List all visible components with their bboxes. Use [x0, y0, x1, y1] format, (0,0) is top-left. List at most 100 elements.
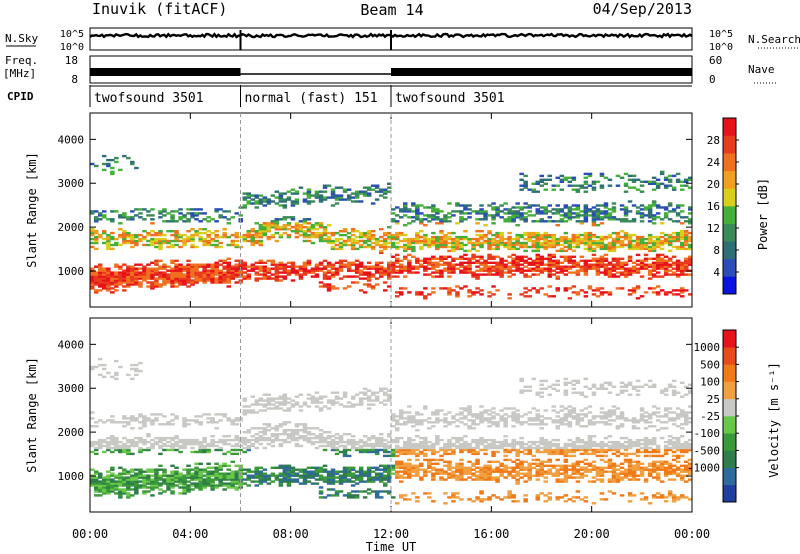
scatter-cell [298, 275, 304, 278]
scatter-cell [675, 245, 681, 249]
scatter-cell [647, 245, 653, 249]
scatter-cell [142, 438, 147, 442]
scatter-cell [178, 480, 183, 483]
scatter-cell [170, 472, 175, 475]
scatter-cell [583, 259, 589, 262]
scatter-cell [186, 273, 191, 276]
scatter-cell [106, 271, 111, 274]
scatter-cell [334, 490, 340, 493]
scatter-cell [102, 488, 107, 491]
scatter-cell [266, 275, 272, 278]
scatter-cell [182, 275, 187, 278]
scatter-cell [443, 450, 448, 454]
scatter-cell [294, 438, 300, 442]
scatter-cell [278, 235, 284, 239]
scatter-cell [158, 239, 163, 243]
scatter-cell [230, 474, 235, 477]
scatter-cell [194, 218, 199, 221]
scatter-cell [230, 470, 235, 473]
scatter-cell [635, 241, 641, 245]
scatter-cell [98, 480, 103, 483]
scatter-cell [563, 216, 569, 219]
scatter-cell [334, 401, 340, 404]
scatter-cell [555, 224, 560, 227]
scatter-cell [415, 468, 420, 471]
scatter-cell [555, 261, 560, 264]
scatter-cell [250, 435, 255, 438]
scatter-cell [684, 263, 689, 266]
scatter-cell [214, 484, 219, 487]
scatter-cell [559, 214, 565, 217]
scatter-cell [330, 233, 336, 237]
scatter-cell [154, 281, 159, 284]
scatter-cell [350, 446, 356, 450]
scatter-cell [407, 247, 412, 251]
scatter-cell [463, 257, 468, 260]
scatter-cell [495, 241, 500, 245]
scatter-cell [230, 239, 235, 243]
scatter-cell [459, 218, 464, 221]
scatter-cell [395, 476, 400, 479]
scatter-cell [186, 474, 191, 477]
scatter-cell [230, 243, 235, 247]
scatter-cell [242, 405, 247, 408]
scatter-cell [134, 235, 139, 239]
scatter-cell [122, 468, 127, 471]
scatter-cell [627, 255, 633, 258]
scatter-cell [399, 450, 404, 454]
scatter-cell [174, 237, 179, 241]
scatter-cell [234, 488, 239, 491]
scatter-cell [166, 482, 171, 485]
scatter-cell [162, 415, 167, 418]
scatter-cell [254, 446, 259, 450]
scatter-cell [106, 478, 111, 481]
scatter-cell [507, 494, 512, 497]
scatter-cell [234, 442, 239, 446]
scatter-cell [350, 230, 356, 233]
scatter-cell [387, 480, 392, 483]
scatter-cell [407, 442, 412, 446]
scatter-cell [487, 291, 492, 294]
scatter-cell [310, 466, 316, 469]
scatter-cell [631, 269, 637, 272]
scatter-cell [258, 200, 264, 203]
scatter-cell [266, 407, 272, 410]
scatter-cell [419, 421, 424, 424]
nsearch-label: N.Search [748, 33, 800, 46]
scatter-cell [126, 239, 131, 243]
scatter-cell [198, 476, 203, 479]
scatter-cell [680, 289, 685, 292]
scatter-cell [374, 239, 380, 243]
scatter-cell [675, 214, 681, 217]
scatter-cell [294, 222, 300, 225]
scatter-cell [684, 239, 689, 243]
scatter-cell [431, 263, 436, 266]
scatter-cell [411, 271, 416, 274]
scatter-cell [366, 389, 372, 392]
scatter-cell [575, 271, 581, 274]
scatter-cell [114, 210, 119, 213]
scatter-cell [302, 267, 308, 270]
scatter-cell [334, 452, 340, 456]
scatter-cell [130, 452, 135, 456]
scatter-cell [507, 458, 512, 462]
scatter-cell [346, 239, 352, 243]
scatter-cell [134, 269, 139, 272]
scatter-cell [158, 243, 163, 247]
scatter-cell [443, 245, 448, 249]
scatter-cell [234, 482, 239, 485]
scatter-cell [471, 255, 476, 258]
scatter-cell [258, 267, 264, 270]
scatter-cell [535, 212, 540, 215]
scatter-cell [639, 241, 645, 245]
scatter-cell [603, 265, 609, 268]
scatter-cell [366, 442, 372, 446]
scatter-cell [391, 450, 396, 454]
scatter-cell [206, 442, 211, 446]
scatter-cell [162, 271, 167, 274]
scatter-cell [663, 291, 669, 294]
scatter-cell [447, 421, 452, 424]
scatter-cell [282, 265, 288, 268]
scatter-cell [106, 285, 111, 288]
scatter-cell [435, 421, 440, 424]
